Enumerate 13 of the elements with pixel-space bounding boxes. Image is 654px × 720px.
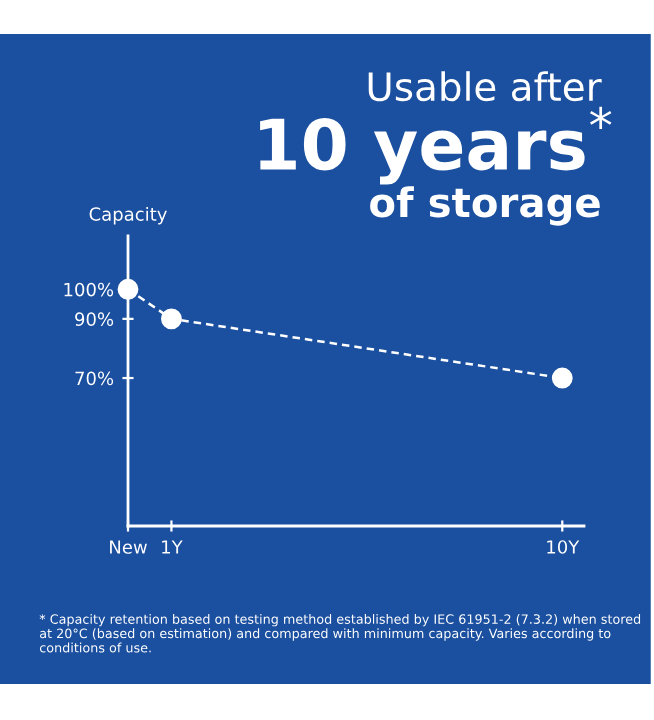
- point: [117, 278, 139, 300]
- point: [551, 367, 573, 389]
- text: 10 years$^{*}$: [260, 106, 612, 185]
- x-tick-label: New: [110, 540, 147, 554]
- y-tick-label: 90%: [75, 312, 114, 326]
- x-tick-label: 1Y: [162, 540, 183, 554]
- y-tick-label: 100%: [64, 282, 114, 297]
- y-axis-title: Capacity: [89, 206, 167, 225]
- point: [161, 308, 182, 330]
- text: Usable after: [368, 71, 602, 102]
- text: of storage: [370, 186, 600, 226]
- y-tick-label: 70%: [75, 371, 114, 386]
- x-tick-label: 10Y: [547, 540, 580, 554]
